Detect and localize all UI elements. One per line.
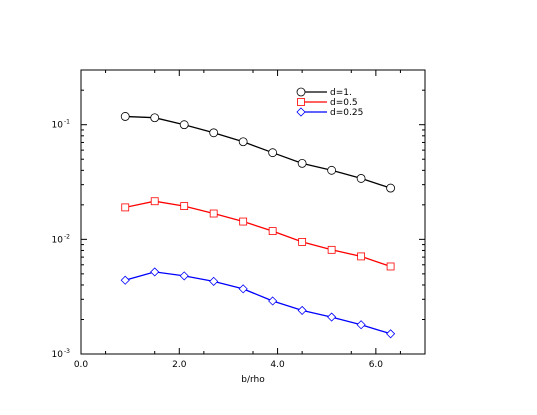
data-point xyxy=(327,245,336,254)
y-tick-base: 10 xyxy=(52,235,64,245)
data-point xyxy=(239,217,248,226)
series-line xyxy=(125,200,391,268)
y-tick-base: 10 xyxy=(52,121,64,131)
data-point xyxy=(268,296,278,306)
legend: d=1.d=0.5d=0.25 xyxy=(296,87,363,118)
data-point xyxy=(150,197,159,206)
data-point xyxy=(180,202,189,210)
x-tick-label: 6.0 xyxy=(369,360,384,370)
legend-item: d=1. xyxy=(296,87,352,98)
legend-item: d=0.25 xyxy=(296,107,363,118)
legend-marker xyxy=(296,107,306,117)
y-axis: 10-110-210-3 xyxy=(52,89,425,360)
x-tick-label: 2.0 xyxy=(172,360,187,370)
legend-label: d=1. xyxy=(330,88,352,98)
data-point xyxy=(238,137,248,147)
x-axis: 0.0 2.0 4.0 6.0 xyxy=(74,70,401,370)
data-point xyxy=(209,209,218,218)
data-point xyxy=(268,227,277,236)
data-point xyxy=(298,238,307,246)
data-point xyxy=(386,262,395,271)
data-point xyxy=(357,252,366,261)
data-point xyxy=(179,271,189,281)
legend-marker xyxy=(296,87,306,97)
y-tick-label: 10 xyxy=(52,235,64,245)
series-circle xyxy=(120,112,396,193)
x-tick-label: 4.0 xyxy=(270,360,285,370)
legend-item: d=0.5 xyxy=(297,98,358,108)
data-point xyxy=(209,276,219,286)
series-line xyxy=(125,115,391,189)
data-point xyxy=(150,113,160,123)
legend-label: d=0.25 xyxy=(330,108,363,118)
data-point xyxy=(356,320,366,330)
data-point xyxy=(120,275,130,285)
data-point xyxy=(150,267,160,277)
y-tick-exponent: -1 xyxy=(64,119,70,126)
data-point xyxy=(297,158,307,168)
data-point xyxy=(179,120,189,130)
series-diamond xyxy=(120,267,396,339)
data-point xyxy=(297,305,307,315)
plot-frame xyxy=(80,69,426,355)
data-point xyxy=(238,284,248,294)
data-point xyxy=(120,112,130,121)
y-tick-label: 10 xyxy=(52,350,64,360)
y-tick-exponent: -2 xyxy=(64,233,70,240)
data-point xyxy=(121,203,130,212)
y-tick-base: 10 xyxy=(52,350,64,360)
data-point xyxy=(268,148,278,158)
x-axis-label: b/rho xyxy=(241,375,265,385)
data-point xyxy=(386,183,396,193)
data-point xyxy=(386,329,396,339)
series-square xyxy=(121,197,395,271)
y-tick-label: 10 xyxy=(52,121,64,131)
data-point xyxy=(356,174,366,183)
data-point xyxy=(327,165,337,175)
legend-label: d=0.5 xyxy=(330,98,358,108)
data-point xyxy=(327,312,337,322)
series-layer xyxy=(120,112,396,339)
x-tick-label: 0.0 xyxy=(74,360,89,370)
series-line xyxy=(125,271,391,335)
data-point xyxy=(209,128,219,138)
y-tick-exponent: -3 xyxy=(64,348,70,355)
legend-marker xyxy=(297,98,305,106)
